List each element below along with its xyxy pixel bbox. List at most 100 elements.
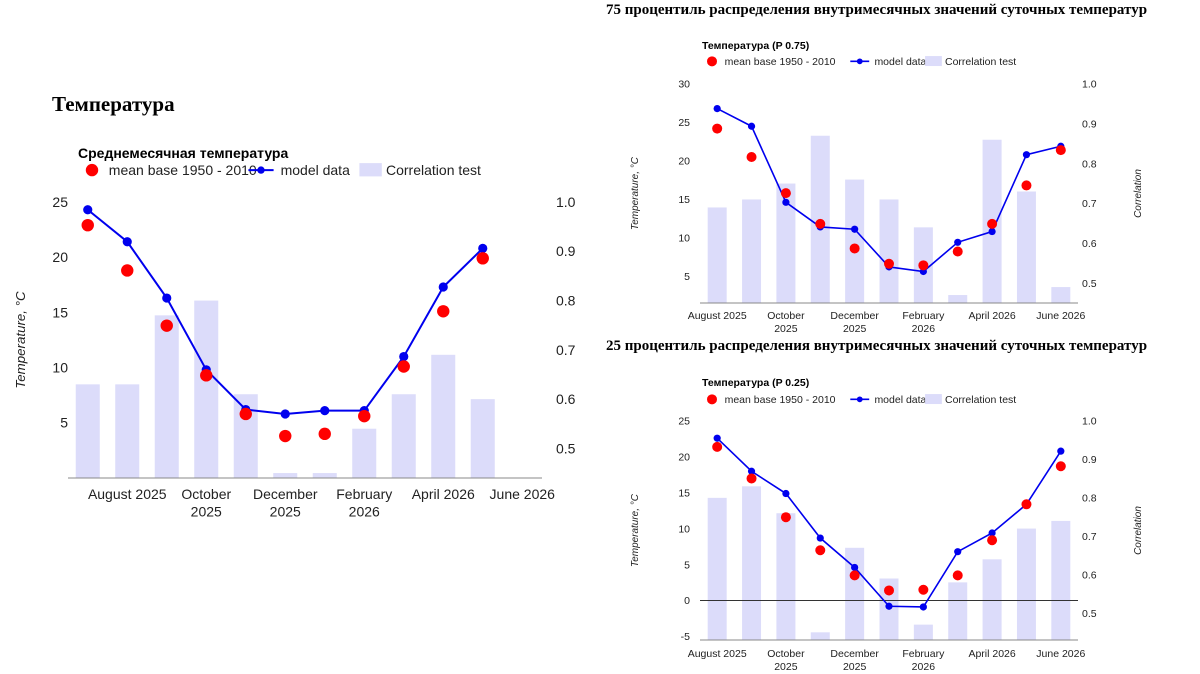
y2-tick-label: 0.6 — [556, 391, 576, 407]
y-tick-label: 25 — [52, 194, 68, 210]
model-data-point — [399, 351, 409, 362]
x-tick-label: February — [336, 486, 392, 502]
y2-tick-label: 0.7 — [1082, 531, 1097, 543]
mean-base-point — [81, 218, 94, 232]
mean-base-point — [780, 512, 791, 523]
x-tick-label: December — [830, 648, 879, 660]
mean-base-point — [987, 218, 998, 229]
mean-base-point — [437, 305, 450, 318]
mean-base-point — [1055, 145, 1066, 156]
model-data-point — [919, 603, 927, 611]
legend-point-icon — [856, 58, 863, 65]
y2-axis-title: Correlation — [1133, 506, 1144, 555]
y-tick-label: 25 — [678, 117, 690, 129]
model-data-point — [954, 238, 962, 246]
mean-base-point — [397, 360, 410, 373]
model-data-point — [1057, 447, 1065, 455]
y2-axis-title: Correlation — [1133, 169, 1144, 218]
model-data-point — [438, 282, 448, 292]
y-tick-label: 5 — [684, 559, 690, 571]
model-data-point — [320, 406, 330, 416]
mean-base-point — [239, 407, 252, 421]
mean-base-point — [1021, 180, 1032, 191]
x-tick-label: June 2026 — [490, 486, 556, 502]
y2-tick-label: 0.6 — [1082, 238, 1097, 250]
correlation-bar — [1016, 528, 1036, 640]
mean-base-point — [987, 535, 998, 546]
model-data-point — [954, 548, 962, 556]
legend-bar-icon — [925, 56, 942, 67]
x-tick-label: December — [253, 486, 318, 502]
model-data-point — [851, 225, 859, 233]
correlation-bar — [948, 582, 968, 640]
y-tick-label: 10 — [678, 523, 690, 535]
legend-point-icon — [856, 396, 863, 403]
y2-tick-label: 0.9 — [1082, 118, 1097, 130]
y-tick-label: 10 — [52, 360, 68, 376]
correlation-bar — [194, 300, 219, 478]
y-tick-label: -5 — [681, 631, 690, 643]
model-data-point — [280, 409, 290, 419]
x-tick-label: October — [767, 310, 805, 322]
mean-base-point — [884, 258, 894, 269]
x-tick-label: 2025 — [270, 504, 301, 520]
legend-label-mean-base: mean base 1950 - 2010 — [725, 56, 836, 68]
x-tick-label: February — [902, 310, 945, 322]
x-tick-label: April 2026 — [412, 486, 475, 502]
mean-base-point — [318, 427, 331, 441]
correlation-bar — [154, 315, 179, 478]
legend-label-model-data: model data — [874, 394, 926, 406]
mean-base-point — [746, 152, 757, 162]
y-axis-title: Temperature, °C — [630, 493, 641, 567]
correlation-bar — [948, 295, 968, 303]
correlation-bar — [776, 183, 796, 303]
y-tick-label: 25 — [678, 416, 690, 428]
x-tick-label: August 2025 — [688, 310, 747, 322]
y-tick-label: 5 — [684, 271, 690, 283]
mean-base-point — [849, 570, 860, 581]
model-data-point — [782, 489, 790, 498]
model-data-point — [816, 534, 824, 542]
legend-bar-icon — [359, 163, 382, 177]
legend-dot-icon — [707, 56, 717, 67]
x-tick-label: February — [902, 648, 945, 660]
correlation-bar — [273, 473, 298, 478]
y2-tick-label: 0.5 — [1082, 608, 1097, 620]
x-tick-label: April 2026 — [968, 648, 1015, 660]
x-tick-label: 2026 — [912, 661, 936, 673]
correlation-bar — [742, 199, 762, 303]
y-tick-label: 20 — [52, 249, 68, 265]
model-data-point — [478, 243, 488, 253]
chart-title: Среднемесячная температура — [78, 145, 288, 161]
y-tick-label: 10 — [678, 232, 690, 244]
y2-tick-label: 1.0 — [1082, 79, 1097, 91]
correlation-bar — [810, 632, 830, 640]
x-tick-label: 2026 — [349, 504, 380, 520]
legend-dot-icon — [85, 163, 99, 177]
y-tick-label: 20 — [678, 452, 690, 464]
y2-tick-label: 0.8 — [1082, 158, 1097, 170]
x-tick-label: August 2025 — [688, 648, 747, 660]
correlation-bar — [391, 394, 416, 478]
correlation-bar — [352, 428, 377, 478]
mean-base-point — [121, 264, 134, 277]
legend-label-correlation: Correlation test — [945, 394, 1016, 406]
model-data-point — [988, 529, 996, 537]
mean-base-point — [918, 260, 929, 271]
model-data-point — [1022, 151, 1031, 159]
y-tick-label: 15 — [678, 487, 690, 499]
x-tick-label: 2025 — [843, 323, 867, 335]
x-tick-label: June 2026 — [1036, 310, 1085, 322]
correlation-bar — [742, 486, 762, 640]
mean-base-point — [476, 252, 489, 265]
x-tick-label: April 2026 — [968, 310, 1015, 322]
mean-base-point — [849, 243, 860, 254]
correlation-bar — [707, 497, 727, 640]
mean-base-point — [952, 570, 963, 581]
x-tick-label: 2025 — [191, 504, 222, 520]
x-tick-label: 2026 — [912, 323, 936, 335]
x-tick-label: December — [830, 310, 879, 322]
mean-base-point — [279, 429, 292, 443]
chart-p25-temperature: Температура (P 0.25) mean base 1950 - 201… — [630, 377, 1144, 673]
model-data-point — [713, 104, 721, 113]
